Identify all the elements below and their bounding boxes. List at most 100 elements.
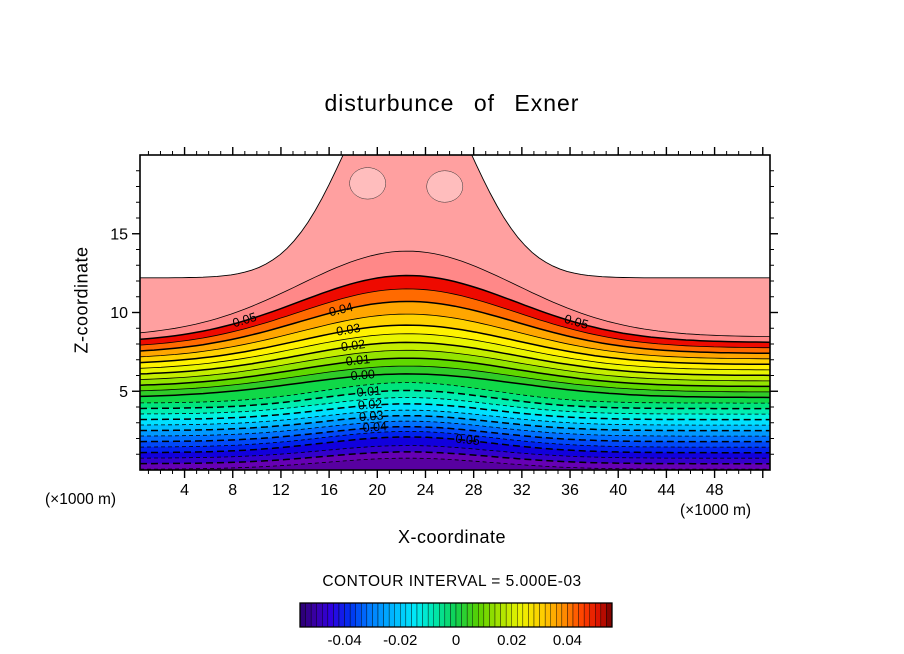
colorbar-cell — [528, 602, 535, 628]
colorbar-cell — [505, 602, 512, 628]
colorbar-cell — [539, 602, 546, 628]
contour-line — [140, 324, 770, 366]
colorbar-tick-label: -0.04 — [327, 632, 361, 649]
colorbar-cell — [444, 602, 451, 628]
x-tick-label: 40 — [609, 482, 627, 499]
colorbar-cell — [355, 602, 362, 628]
y-axis-label: Z-coordinate — [71, 246, 92, 354]
contour-line — [140, 420, 770, 437]
contour-interval-label: CONTOUR INTERVAL = 5.000E-03 — [322, 573, 582, 590]
contour-label: 0.02 — [340, 337, 366, 354]
colorbar-cell — [522, 602, 529, 628]
contour-label: 0.01 — [356, 384, 382, 400]
x-tick-label: 4 — [180, 482, 189, 499]
filled-contour-bands — [140, 155, 770, 470]
contour-labels: 0.050.040.030.020.010.000.010.020.030.04… — [231, 300, 590, 448]
contour-label: 0.05 — [455, 432, 481, 448]
x-tick-label: 24 — [417, 482, 435, 499]
colorbar-frame — [299, 602, 613, 628]
colorbar-cell — [567, 602, 574, 628]
colorbar-cell — [466, 602, 473, 628]
x-tick-label: 36 — [561, 482, 579, 499]
colorbar-cell — [461, 602, 468, 628]
x-axis-label: X-coordinate — [397, 527, 507, 547]
colorbar-tick-label: 0 — [452, 632, 460, 649]
contour-line — [140, 382, 770, 404]
contour-line — [140, 300, 770, 355]
colorbar-cell — [322, 602, 329, 628]
x-tick-label: 44 — [658, 482, 676, 499]
colorbar-cell — [578, 602, 585, 628]
x-tick-label: 32 — [513, 482, 531, 499]
contour-line — [140, 403, 770, 421]
x-tick-label: 28 — [465, 482, 483, 499]
colorbar-cell — [439, 602, 446, 628]
colorbar-tick-label: 0.04 — [553, 632, 582, 649]
colorbar-cell — [349, 602, 356, 628]
colorbar-tick-label: 0.02 — [497, 632, 526, 649]
contour-label: 0.03 — [359, 408, 384, 424]
contour-line — [140, 409, 770, 426]
colorbar-cell — [556, 602, 563, 628]
colorbar-cell — [383, 602, 390, 628]
colorbar-cell — [500, 602, 507, 628]
x-tick-label: 12 — [272, 482, 290, 499]
contour-label: 0.04 — [362, 419, 387, 435]
contour-label: 0.00 — [350, 367, 375, 383]
colorbar-cell — [310, 602, 317, 628]
colorbar-cell — [299, 602, 306, 628]
contour-line — [140, 333, 770, 371]
colorbar-cell — [478, 602, 485, 628]
colorbar-cell — [433, 602, 440, 628]
contour-line — [140, 414, 770, 432]
colorbar-cell — [377, 602, 384, 628]
colorbar-cell — [416, 602, 423, 628]
colorbar-cell — [316, 602, 323, 628]
colorbar-cell — [366, 602, 373, 628]
chart-title: disturbunce of Exner — [324, 90, 580, 116]
contour-highlight-spot — [426, 170, 464, 203]
colorbar-cell — [561, 602, 568, 628]
contour-line — [140, 313, 770, 360]
contour-line — [140, 451, 770, 465]
colorbar-cell — [483, 602, 490, 628]
colorbar-cell — [572, 602, 579, 628]
contour-label: 0.05 — [563, 312, 590, 332]
colorbar-cell — [450, 602, 457, 628]
contour-label: 0.04 — [328, 300, 355, 319]
contour-label: 0.01 — [345, 352, 371, 369]
colorbar-cell — [327, 602, 334, 628]
contour-line — [140, 373, 770, 399]
contour-highlight-spot — [349, 167, 386, 200]
contour-line — [140, 389, 770, 410]
colorbar-cell — [411, 602, 418, 628]
colorbar-cell — [422, 602, 429, 628]
colorbar-cell — [600, 602, 607, 628]
y-tick-label: 15 — [110, 226, 128, 243]
contour-lines — [140, 155, 770, 470]
axis-ticks — [132, 147, 778, 478]
contour-line — [140, 425, 770, 443]
colorbar-cell — [511, 602, 518, 628]
colorbar-cell — [427, 602, 434, 628]
colorbar-cell — [595, 602, 602, 628]
colorbar-cell — [338, 602, 345, 628]
contour-line — [140, 457, 770, 470]
colorbar-cell — [472, 602, 479, 628]
contour-line — [140, 288, 770, 349]
x-tick-label: 20 — [368, 482, 386, 499]
contour-label: 0.05 — [231, 310, 258, 330]
contour-label: 0.02 — [357, 397, 382, 413]
colorbar-cell — [517, 602, 524, 628]
colorbar-cell — [400, 602, 407, 628]
colorbar-tick-label: -0.02 — [383, 632, 417, 649]
x-unit-label-left: (×1000 m) — [45, 491, 117, 508]
colorbar-cell — [388, 602, 395, 628]
colorbar-cell — [372, 602, 379, 628]
contour-line — [140, 349, 770, 382]
colorbar-cell — [589, 602, 596, 628]
contour-line — [140, 397, 770, 415]
